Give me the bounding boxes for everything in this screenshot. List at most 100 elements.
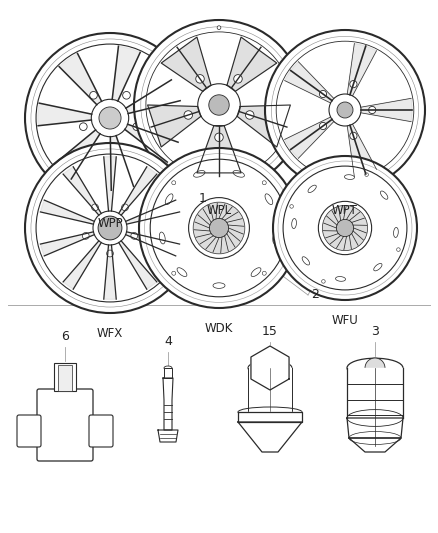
Ellipse shape [381, 191, 388, 199]
Ellipse shape [308, 185, 316, 192]
Polygon shape [251, 346, 289, 390]
Ellipse shape [349, 432, 401, 445]
Text: WPP: WPP [97, 217, 123, 230]
Circle shape [24, 426, 34, 436]
Ellipse shape [194, 171, 205, 177]
Polygon shape [285, 62, 334, 103]
Circle shape [189, 198, 249, 259]
Circle shape [106, 142, 114, 150]
Circle shape [150, 159, 288, 297]
Circle shape [365, 358, 385, 378]
Polygon shape [163, 378, 173, 430]
Circle shape [80, 123, 87, 131]
Circle shape [217, 26, 221, 29]
Ellipse shape [164, 366, 172, 370]
Ellipse shape [273, 232, 279, 244]
Polygon shape [197, 126, 241, 173]
Circle shape [319, 123, 327, 130]
Circle shape [198, 84, 240, 126]
Circle shape [133, 123, 141, 131]
Polygon shape [38, 103, 92, 126]
Polygon shape [238, 422, 302, 452]
Polygon shape [237, 105, 290, 147]
Polygon shape [285, 117, 334, 158]
Ellipse shape [238, 417, 302, 427]
Circle shape [234, 75, 242, 83]
Ellipse shape [347, 409, 403, 426]
Ellipse shape [251, 268, 261, 277]
Circle shape [321, 280, 325, 283]
Circle shape [350, 80, 357, 88]
Circle shape [209, 95, 229, 115]
Text: WFX: WFX [97, 327, 123, 340]
Circle shape [336, 220, 353, 237]
Ellipse shape [374, 263, 382, 271]
Circle shape [92, 204, 99, 211]
Polygon shape [347, 44, 377, 96]
Text: 4: 4 [164, 335, 172, 348]
Circle shape [215, 133, 223, 142]
Ellipse shape [177, 268, 187, 277]
Polygon shape [119, 167, 157, 215]
Circle shape [123, 92, 131, 99]
Circle shape [319, 91, 327, 98]
Polygon shape [63, 167, 101, 215]
Circle shape [131, 232, 138, 239]
Circle shape [139, 148, 299, 308]
Polygon shape [347, 368, 403, 418]
Text: WFU: WFU [332, 314, 358, 327]
Circle shape [96, 426, 106, 436]
Circle shape [25, 33, 195, 203]
FancyBboxPatch shape [89, 415, 113, 447]
Polygon shape [347, 124, 377, 176]
Polygon shape [238, 412, 302, 422]
Circle shape [93, 211, 127, 245]
Circle shape [172, 181, 176, 185]
Circle shape [184, 111, 193, 119]
Circle shape [99, 107, 121, 129]
Circle shape [273, 156, 417, 300]
Circle shape [98, 216, 122, 240]
Circle shape [90, 92, 97, 99]
FancyBboxPatch shape [17, 415, 41, 447]
Circle shape [134, 20, 304, 190]
Circle shape [262, 271, 266, 275]
Text: WPL: WPL [206, 204, 232, 217]
Ellipse shape [336, 277, 346, 281]
Circle shape [196, 75, 204, 83]
Polygon shape [125, 124, 178, 162]
Ellipse shape [394, 228, 398, 238]
Polygon shape [148, 105, 201, 147]
Polygon shape [158, 430, 178, 442]
Ellipse shape [344, 175, 354, 180]
Ellipse shape [213, 283, 225, 288]
Text: 1: 1 [199, 191, 207, 205]
Circle shape [262, 181, 266, 185]
Circle shape [209, 219, 229, 238]
Circle shape [329, 94, 361, 126]
Text: WPT: WPT [332, 204, 358, 217]
Polygon shape [347, 418, 403, 438]
Circle shape [172, 271, 176, 275]
Ellipse shape [233, 171, 244, 177]
Bar [164, 368, 172, 378]
Polygon shape [126, 232, 180, 256]
Circle shape [396, 248, 400, 252]
Circle shape [193, 202, 245, 254]
Polygon shape [59, 53, 102, 104]
Circle shape [290, 205, 293, 208]
Polygon shape [112, 46, 140, 101]
Polygon shape [126, 80, 180, 114]
Polygon shape [161, 37, 211, 91]
Polygon shape [227, 37, 277, 91]
Circle shape [146, 32, 292, 178]
Circle shape [36, 44, 184, 192]
Text: 2: 2 [311, 288, 319, 302]
Polygon shape [110, 136, 134, 190]
Circle shape [322, 205, 367, 251]
Circle shape [350, 132, 357, 140]
Circle shape [265, 30, 425, 190]
Ellipse shape [292, 219, 297, 229]
Text: WDK: WDK [205, 322, 233, 335]
Circle shape [276, 41, 414, 179]
